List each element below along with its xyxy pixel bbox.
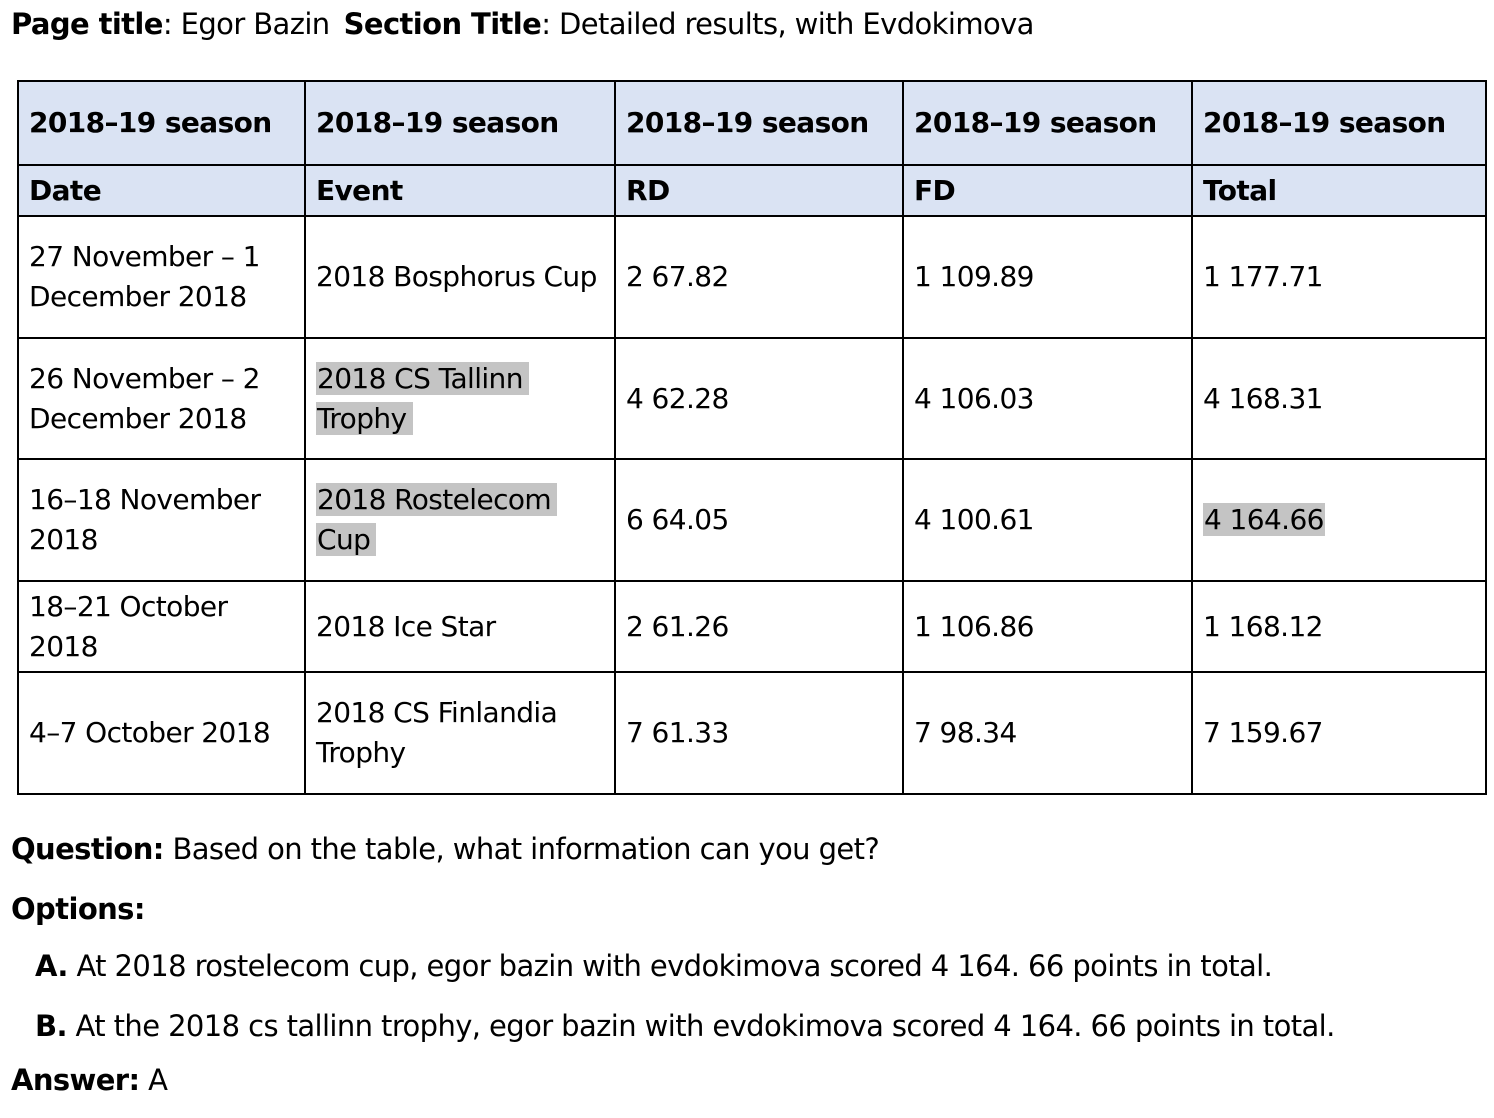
rd-cell: 6 64.05 (614, 458, 904, 582)
options-heading: Options: (11, 889, 145, 929)
option-a: A. At 2018 rostelecom cup, egor bazin wi… (35, 946, 1273, 986)
answer: Answer: A (11, 1060, 168, 1100)
table-row: 4–7 October 2018 2018 CS Finlandia Troph… (17, 671, 1487, 795)
date-cell: 27 November – 1 December 2018 (17, 215, 306, 339)
results-table: 2018–19 season 2018–19 season 2018–19 se… (17, 80, 1487, 795)
column-header-rd: RD (614, 164, 904, 217)
fd-cell: 1 106.86 (902, 580, 1193, 673)
event-cell: 2018 Bosphorus Cup (304, 215, 616, 339)
season-header-cell: 2018–19 season (614, 80, 904, 166)
column-header-row: Date Event RD FD Total (17, 164, 1487, 217)
column-header-fd: FD (902, 164, 1193, 217)
season-header-row: 2018–19 season 2018–19 season 2018–19 se… (17, 80, 1487, 166)
section-title-label: Section Title (343, 7, 542, 41)
fd-cell: 7 98.34 (902, 671, 1193, 795)
event-cell: 2018 Ice Star (304, 580, 616, 673)
section-title: Detailed results, with Evdokimova (559, 7, 1034, 41)
highlighted-event: 2018 Rostelecom Cup (316, 483, 558, 556)
page-title-label: Page title (11, 7, 163, 41)
event-cell: 2018 CS Tallinn Trophy (304, 337, 616, 460)
option-letter: A. (35, 949, 68, 983)
fd-cell: 4 100.61 (902, 458, 1193, 582)
option-b: B. At the 2018 cs tallinn trophy, egor b… (35, 1006, 1335, 1046)
total-cell: 7 159.67 (1191, 671, 1487, 795)
fd-cell: 4 106.03 (902, 337, 1193, 460)
total-cell: 1 168.12 (1191, 580, 1487, 673)
column-header-date: Date (17, 164, 306, 217)
page-header: Page title: Egor Bazin Section Title: Det… (11, 7, 1034, 41)
fd-cell: 1 109.89 (902, 215, 1193, 339)
option-text: At the 2018 cs tallinn trophy, egor bazi… (75, 1009, 1336, 1043)
date-cell: 4–7 October 2018 (17, 671, 306, 795)
rd-cell: 4 62.28 (614, 337, 904, 460)
option-letter: B. (35, 1009, 68, 1043)
question-label: Question: (11, 832, 164, 866)
date-cell: 26 November – 2 December 2018 (17, 337, 306, 460)
question-text: Based on the table, what information can… (172, 832, 880, 866)
answer-value: A (148, 1063, 168, 1097)
option-text: At 2018 rostelecom cup, egor bazin with … (76, 949, 1273, 983)
table-row: 27 November – 1 December 2018 2018 Bosph… (17, 215, 1487, 339)
table-row: 16–18 November 2018 2018 Rostelecom Cup … (17, 458, 1487, 582)
rd-cell: 2 61.26 (614, 580, 904, 673)
event-cell: 2018 Rostelecom Cup (304, 458, 616, 582)
season-header-cell: 2018–19 season (902, 80, 1193, 166)
event-cell: 2018 CS Finlandia Trophy (304, 671, 616, 795)
season-header-cell: 2018–19 season (17, 80, 306, 166)
question: Question: Based on the table, what infor… (11, 829, 880, 869)
answer-label: Answer: (11, 1063, 140, 1097)
season-header-cell: 2018–19 season (1191, 80, 1487, 166)
rd-cell: 7 61.33 (614, 671, 904, 795)
table-row: 18–21 October 2018 2018 Ice Star 2 61.26… (17, 580, 1487, 673)
highlighted-total: 4 164.66 (1203, 503, 1325, 536)
table-row: 26 November – 2 December 2018 2018 CS Ta… (17, 337, 1487, 460)
column-header-total: Total (1191, 164, 1487, 217)
date-cell: 16–18 November 2018 (17, 458, 306, 582)
season-header-cell: 2018–19 season (304, 80, 616, 166)
date-cell: 18–21 October 2018 (17, 580, 306, 673)
total-cell: 4 164.66 (1191, 458, 1487, 582)
rd-cell: 2 67.82 (614, 215, 904, 339)
total-cell: 1 177.71 (1191, 215, 1487, 339)
page-title: Egor Bazin (180, 7, 331, 41)
highlighted-event: 2018 CS Tallinn Trophy (316, 361, 529, 435)
column-header-event: Event (304, 164, 616, 217)
options-label: Options: (11, 892, 145, 926)
total-cell: 4 168.31 (1191, 337, 1487, 460)
